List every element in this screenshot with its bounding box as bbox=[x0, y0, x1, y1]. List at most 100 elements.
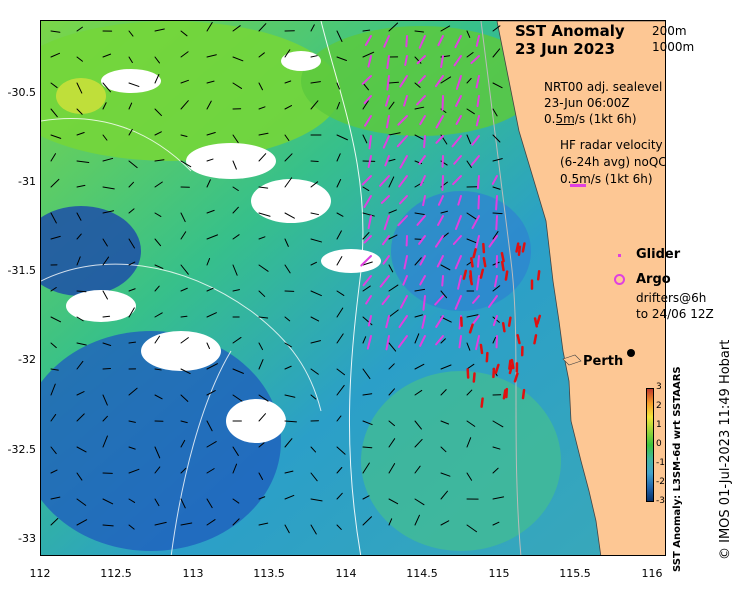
sea-level-vector bbox=[362, 516, 372, 526]
sea-level-vector bbox=[102, 102, 107, 110]
hf-radar-vector bbox=[487, 295, 498, 308]
sea-level-vector bbox=[76, 108, 83, 115]
sea-level-vector bbox=[284, 105, 293, 110]
sea-level-vector bbox=[362, 336, 367, 344]
sea-level-vector bbox=[336, 415, 342, 422]
hf-radar-vector bbox=[384, 155, 390, 167]
hf-radar-vector bbox=[454, 295, 462, 310]
sea-level-vector bbox=[336, 56, 347, 61]
sst-anomaly-map bbox=[41, 21, 665, 555]
hf-radar-vector bbox=[441, 175, 444, 191]
sea-level-vector bbox=[284, 524, 290, 534]
sea-level-vector bbox=[466, 420, 476, 427]
sea-level-vector bbox=[492, 25, 501, 32]
sea-level-vector bbox=[180, 160, 192, 168]
hf-radar-vector bbox=[386, 55, 390, 69]
sea-level-vector bbox=[258, 264, 269, 272]
sea-level-vector bbox=[128, 468, 140, 474]
sea-level-vector bbox=[128, 446, 136, 450]
sea-level-vector bbox=[258, 153, 267, 162]
sea-level-vector bbox=[76, 56, 83, 62]
drifters-legend-line2: to 24/06 12Z bbox=[636, 307, 714, 321]
sea-level-vector bbox=[414, 498, 425, 506]
sea-level-vector bbox=[50, 52, 61, 58]
colorbar-tick: 3 bbox=[656, 382, 662, 392]
hf-radar-vector bbox=[495, 215, 498, 231]
sea-level-vector bbox=[466, 472, 473, 481]
sea-level-vector bbox=[180, 30, 188, 37]
sea-level-vector bbox=[206, 390, 216, 396]
sea-level-vector bbox=[102, 238, 108, 247]
sea-level-vector bbox=[232, 234, 240, 240]
sea-level-vector bbox=[206, 158, 214, 162]
sea-level-vector bbox=[50, 446, 57, 455]
sea-level-vector bbox=[206, 179, 211, 188]
sea-level-vector bbox=[180, 51, 189, 58]
colorbar-tick: 1 bbox=[656, 420, 662, 430]
hf-radar-vector bbox=[397, 335, 408, 348]
hf-radar-vector bbox=[364, 115, 372, 127]
hf-radar-vector bbox=[457, 195, 462, 206]
sea-level-vector bbox=[76, 160, 90, 164]
sea-level-vector bbox=[128, 181, 134, 188]
sea-level-vector bbox=[154, 466, 161, 474]
sea-level-vector bbox=[76, 212, 82, 221]
sea-level-vector bbox=[76, 233, 82, 240]
sea-level-vector bbox=[154, 312, 163, 318]
sea-level-vector bbox=[310, 394, 317, 400]
sea-level-vector bbox=[50, 235, 61, 240]
x-tick-label: 113 bbox=[182, 567, 204, 580]
hf-radar-vector bbox=[471, 135, 480, 146]
drifter-track bbox=[510, 358, 515, 370]
sea-level-vector bbox=[258, 359, 264, 370]
drifter-track bbox=[480, 397, 484, 408]
sea-level-vector bbox=[388, 234, 398, 240]
sea-level-vector bbox=[414, 363, 425, 370]
sea-level-vector bbox=[388, 518, 393, 526]
sea-level-vector bbox=[284, 177, 293, 188]
hf-radar-vector bbox=[455, 95, 462, 107]
hf-radar-vector bbox=[475, 335, 480, 351]
x-tick-label: 113.5 bbox=[253, 567, 285, 580]
hf-radar-vector bbox=[398, 175, 408, 188]
sea-level-vector bbox=[414, 389, 423, 396]
sea-level-vector bbox=[310, 368, 319, 375]
sea-level-vector bbox=[388, 284, 399, 292]
hf-radar-vector bbox=[452, 175, 462, 186]
sea-level-vector bbox=[76, 256, 81, 266]
sst-warm-patch-south bbox=[361, 371, 561, 551]
sea-level-vector bbox=[50, 368, 59, 371]
sea-level-vector bbox=[310, 81, 321, 84]
hf-radar-line1: HF radar velocity bbox=[560, 138, 663, 152]
sea-level-vector bbox=[440, 364, 452, 370]
sea-level-vector bbox=[180, 79, 189, 84]
sea-level-vector bbox=[362, 82, 369, 91]
hf-radar-vector bbox=[419, 255, 426, 266]
contour-200m bbox=[480, 21, 522, 555]
drifter-track bbox=[472, 372, 476, 383]
drifter-track bbox=[515, 242, 520, 253]
sea-level-vector bbox=[284, 494, 295, 500]
hf-radar-vector bbox=[381, 235, 390, 246]
hf-radar-vector bbox=[417, 75, 426, 84]
sea-level-vector bbox=[128, 498, 136, 503]
hf-radar-vector bbox=[418, 235, 426, 245]
sea-level-vector bbox=[336, 153, 341, 162]
sea-level-vector bbox=[388, 81, 399, 84]
hf-radar-vector bbox=[386, 75, 390, 91]
sea-level-vector bbox=[466, 524, 478, 533]
hf-radar-vector bbox=[441, 275, 444, 287]
sea-level-vector bbox=[336, 101, 341, 110]
sst-warm-patch-north bbox=[41, 21, 341, 161]
sealevel-source: NRT00 adj. sealevel bbox=[544, 80, 663, 94]
sea-level-vector bbox=[154, 368, 162, 371]
sea-level-vector bbox=[128, 524, 135, 530]
sea-level-vector bbox=[258, 82, 263, 91]
sea-level-vector bbox=[50, 496, 61, 500]
x-tick-label: 112.5 bbox=[100, 567, 132, 580]
hf-radar-vector bbox=[454, 215, 462, 231]
cloud-gap bbox=[281, 51, 321, 71]
hf-radar-vector bbox=[452, 235, 462, 245]
sea-level-vector bbox=[258, 186, 269, 189]
sea-level-vector bbox=[492, 496, 505, 500]
